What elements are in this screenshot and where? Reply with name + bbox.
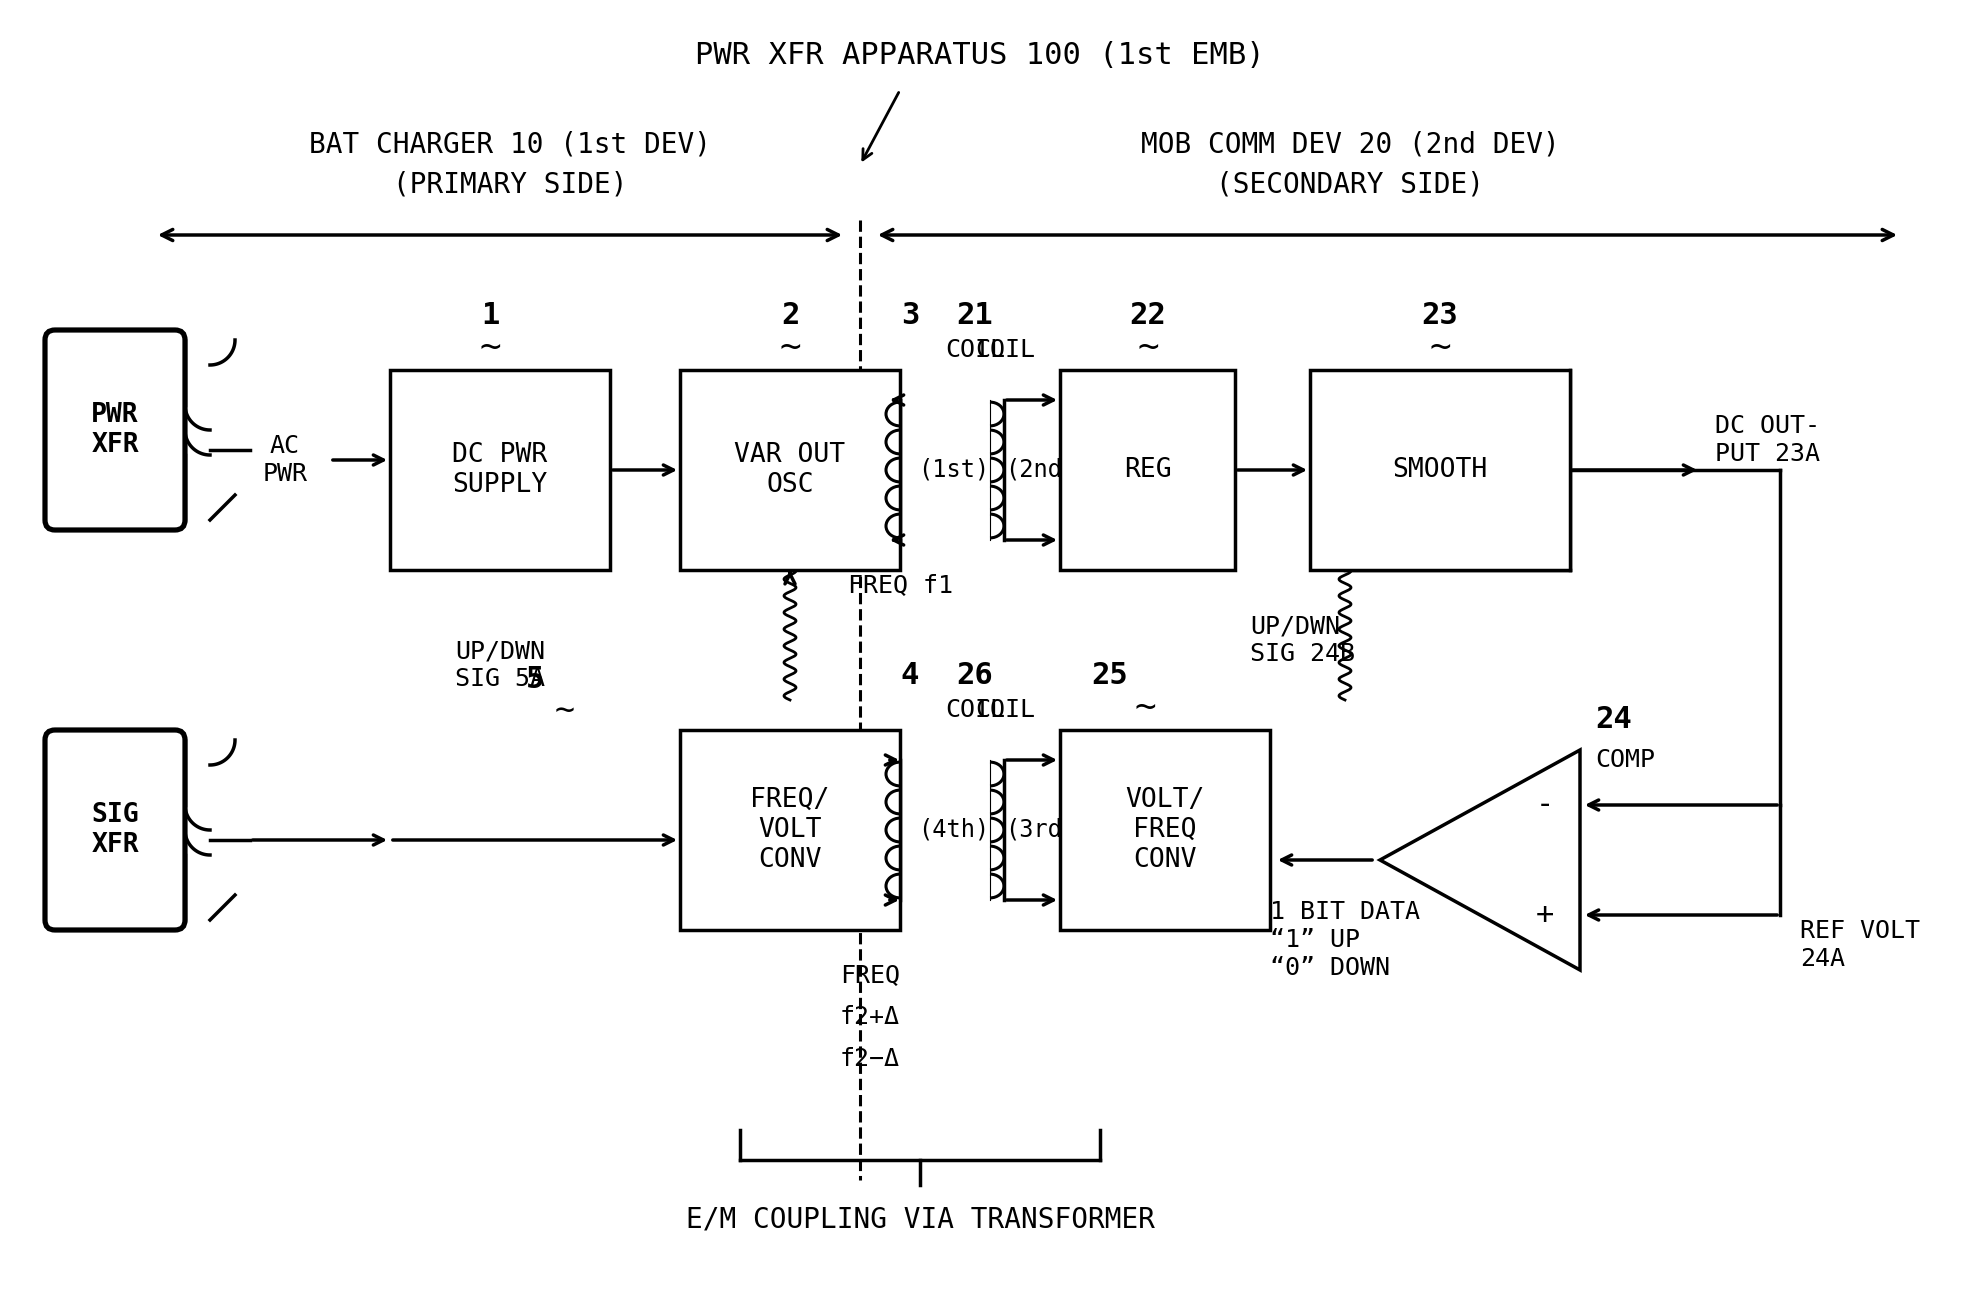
Text: -: -	[1535, 791, 1555, 819]
Text: SMOOTH: SMOOTH	[1392, 457, 1488, 483]
Text: (4th): (4th)	[918, 818, 988, 842]
Text: REF VOLT
24A: REF VOLT 24A	[1800, 919, 1920, 971]
Text: 1 BIT DATA
“1” UP
“0” DOWN: 1 BIT DATA “1” UP “0” DOWN	[1271, 901, 1420, 980]
Text: UP/DWN
SIG 5A: UP/DWN SIG 5A	[455, 639, 545, 691]
Bar	[1310, 369, 1571, 570]
Text: VAR OUT
OSC: VAR OUT OSC	[735, 442, 845, 498]
Text: ~: ~	[1133, 691, 1155, 724]
Text: (1st): (1st)	[918, 457, 988, 482]
Bar	[680, 730, 900, 931]
Text: ~: ~	[779, 330, 800, 365]
Text: 4: 4	[900, 661, 920, 689]
Text: (3rd): (3rd)	[1004, 818, 1077, 842]
Text: COMP: COMP	[1594, 748, 1655, 772]
Text: ~: ~	[1137, 330, 1159, 365]
Text: 24: 24	[1594, 705, 1632, 735]
Text: f2−Δ: f2−Δ	[839, 1047, 900, 1070]
Text: COIL: COIL	[945, 338, 1004, 362]
Bar	[1061, 730, 1271, 931]
Text: 1: 1	[480, 301, 500, 329]
Bar	[390, 369, 610, 570]
FancyBboxPatch shape	[45, 330, 184, 530]
Text: 5: 5	[526, 666, 545, 695]
Text: COIL: COIL	[975, 338, 1035, 362]
Text: PWR
XFR: PWR XFR	[92, 402, 139, 457]
Text: DC OUT-
PUT 23A: DC OUT- PUT 23A	[1716, 415, 1820, 465]
Bar	[680, 369, 900, 570]
Text: FREQ f1: FREQ f1	[847, 573, 953, 597]
Text: 3: 3	[900, 301, 920, 329]
Text: ~: ~	[555, 693, 575, 727]
Text: DC PWR
SUPPLY: DC PWR SUPPLY	[453, 442, 547, 498]
Text: (SECONDARY SIDE): (SECONDARY SIDE)	[1216, 171, 1484, 200]
Text: (2nd): (2nd)	[1004, 457, 1077, 482]
Text: SIG
XFR: SIG XFR	[92, 802, 139, 858]
Text: VOLT/
FREQ
CONV: VOLT/ FREQ CONV	[1126, 787, 1204, 874]
Text: 23: 23	[1422, 301, 1459, 329]
Text: UP/DWN
SIG 24B: UP/DWN SIG 24B	[1249, 614, 1355, 666]
FancyBboxPatch shape	[45, 730, 184, 931]
Text: 26: 26	[957, 661, 994, 689]
Text: ~: ~	[1430, 330, 1451, 365]
Text: E/M COUPLING VIA TRANSFORMER: E/M COUPLING VIA TRANSFORMER	[686, 1207, 1155, 1234]
Text: PWR XFR APPARATUS 100 (1st EMB): PWR XFR APPARATUS 100 (1st EMB)	[696, 40, 1265, 70]
Text: FREQ: FREQ	[839, 963, 900, 988]
Text: 25: 25	[1092, 661, 1128, 689]
Text: BAT CHARGER 10 (1st DEV): BAT CHARGER 10 (1st DEV)	[310, 131, 712, 159]
Text: +: +	[1535, 901, 1555, 929]
Text: REG: REG	[1124, 457, 1171, 483]
Text: 22: 22	[1130, 301, 1167, 329]
Text: COIL: COIL	[945, 699, 1004, 722]
Text: 21: 21	[957, 301, 994, 329]
Text: COIL: COIL	[975, 699, 1035, 722]
Text: 2: 2	[780, 301, 800, 329]
Text: AC
PWR: AC PWR	[263, 434, 308, 486]
Text: f2+Δ: f2+Δ	[839, 1004, 900, 1029]
Bar	[1061, 369, 1235, 570]
Text: (PRIMARY SIDE): (PRIMARY SIDE)	[392, 171, 628, 200]
Text: MOB COMM DEV 20 (2nd DEV): MOB COMM DEV 20 (2nd DEV)	[1141, 131, 1559, 159]
Text: FREQ/
VOLT
CONV: FREQ/ VOLT CONV	[751, 787, 830, 874]
Text: ~: ~	[478, 330, 500, 365]
